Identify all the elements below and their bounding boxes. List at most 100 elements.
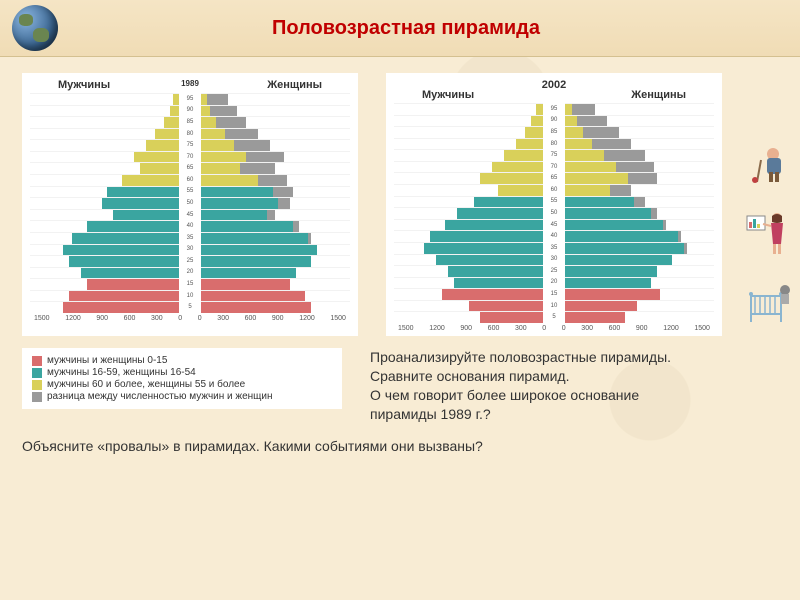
bar-male <box>155 129 179 140</box>
legend-row: разница между численностью мужчин и женщ… <box>32 391 332 402</box>
age-tick: 65 <box>543 172 565 184</box>
bar-surplus <box>577 116 607 127</box>
x-tick: 600 <box>488 325 500 332</box>
bar-row <box>394 103 543 115</box>
bar-row <box>394 115 543 127</box>
x-tick: 900 <box>460 325 472 332</box>
bar-female <box>201 129 225 140</box>
bar-male <box>122 175 179 186</box>
content-area: Мужчины1989Женщины <box>0 57 800 470</box>
bar-male <box>63 302 179 313</box>
bar-surplus <box>651 208 657 219</box>
bar-row <box>394 300 543 312</box>
bar-male <box>102 198 179 209</box>
bar-female <box>565 208 651 219</box>
bar-row <box>565 149 714 161</box>
bar-row <box>394 265 543 277</box>
bar-surplus <box>308 233 311 244</box>
bar-row <box>565 115 714 127</box>
x-tick: 900 <box>96 315 108 322</box>
analysis-line: Сравните основания пирамид. <box>370 367 671 386</box>
bar-surplus <box>207 94 228 105</box>
age-tick: 85 <box>543 126 565 138</box>
age-tick: 50 <box>543 207 565 219</box>
legend: мужчины и женщины 0-15 мужчины 16-59, же… <box>22 348 342 409</box>
x-tick: 0 <box>198 315 202 322</box>
bar-surplus <box>678 231 681 242</box>
bar-female <box>201 187 273 198</box>
bar-male <box>164 117 179 128</box>
bar-male <box>525 127 543 138</box>
age-tick: 25 <box>543 265 565 277</box>
pyramid-body: 9590858075706560555045403530252015105 <box>30 93 350 313</box>
age-tick: 90 <box>543 115 565 127</box>
analysis-line: О чем говорит более широкое основание <box>370 386 671 405</box>
bar-row <box>565 254 714 266</box>
bar-male <box>146 140 179 151</box>
legend-row: мужчины 16-59, женщины 16-54 <box>32 367 332 378</box>
age-tick: 55 <box>543 196 565 208</box>
x-tick: 1200 <box>65 315 81 322</box>
bar-male <box>445 220 543 231</box>
bar-row <box>30 232 179 244</box>
bar-row <box>565 103 714 115</box>
question-text: Объясните «провалы» в пирамидах. Какими … <box>22 438 778 454</box>
bar-row <box>201 267 350 279</box>
bar-female <box>201 233 308 244</box>
bar-row <box>565 196 714 208</box>
male-side <box>394 103 543 323</box>
bar-surplus <box>234 140 270 151</box>
bar-row <box>201 255 350 267</box>
bar-male <box>516 139 543 150</box>
bar-row <box>30 255 179 267</box>
bar-row <box>30 151 179 163</box>
age-axis: 9590858075706560555045403530252015105 <box>179 93 201 313</box>
bar-female <box>201 106 210 117</box>
bar-row <box>30 278 179 290</box>
x-tick: 300 <box>581 325 593 332</box>
male-label: Мужчины <box>58 79 110 91</box>
bar-row <box>565 161 714 173</box>
bar-row <box>565 300 714 312</box>
age-tick: 40 <box>179 220 201 232</box>
bar-row <box>394 277 543 289</box>
age-tick: 20 <box>179 267 201 279</box>
bar-surplus <box>240 163 276 174</box>
bar-surplus <box>592 139 631 150</box>
elderly-man-icon <box>745 140 791 186</box>
x-tick: 0 <box>542 325 546 332</box>
bar-female <box>565 301 637 312</box>
bar-row <box>201 128 350 140</box>
age-tick: 45 <box>543 219 565 231</box>
bar-male <box>170 106 179 117</box>
bar-row <box>565 265 714 277</box>
bar-female <box>565 231 678 242</box>
x-tick: 900 <box>272 315 284 322</box>
age-tick: 10 <box>179 290 201 302</box>
globe-icon <box>12 5 58 51</box>
bar-male <box>87 221 179 232</box>
female-side <box>201 93 350 313</box>
bar-female <box>201 210 267 221</box>
legend-swatch <box>32 392 42 402</box>
bar-female <box>201 221 293 232</box>
bar-female <box>201 152 246 163</box>
bar-male <box>492 162 543 173</box>
age-tick: 95 <box>543 103 565 115</box>
bar-male <box>469 301 544 312</box>
bar-row <box>201 220 350 232</box>
bar-surplus <box>610 185 631 196</box>
bar-surplus <box>267 210 276 221</box>
bar-row <box>394 126 543 138</box>
bar-male <box>442 289 543 300</box>
bar-row <box>394 138 543 150</box>
bar-row <box>394 288 543 300</box>
age-tick: 75 <box>179 139 201 151</box>
age-tick: 65 <box>179 162 201 174</box>
bar-row <box>565 207 714 219</box>
bar-row <box>201 290 350 302</box>
bar-row <box>394 254 543 266</box>
bar-row <box>30 197 179 209</box>
age-tick: 85 <box>179 116 201 128</box>
legend-swatch <box>32 368 42 378</box>
